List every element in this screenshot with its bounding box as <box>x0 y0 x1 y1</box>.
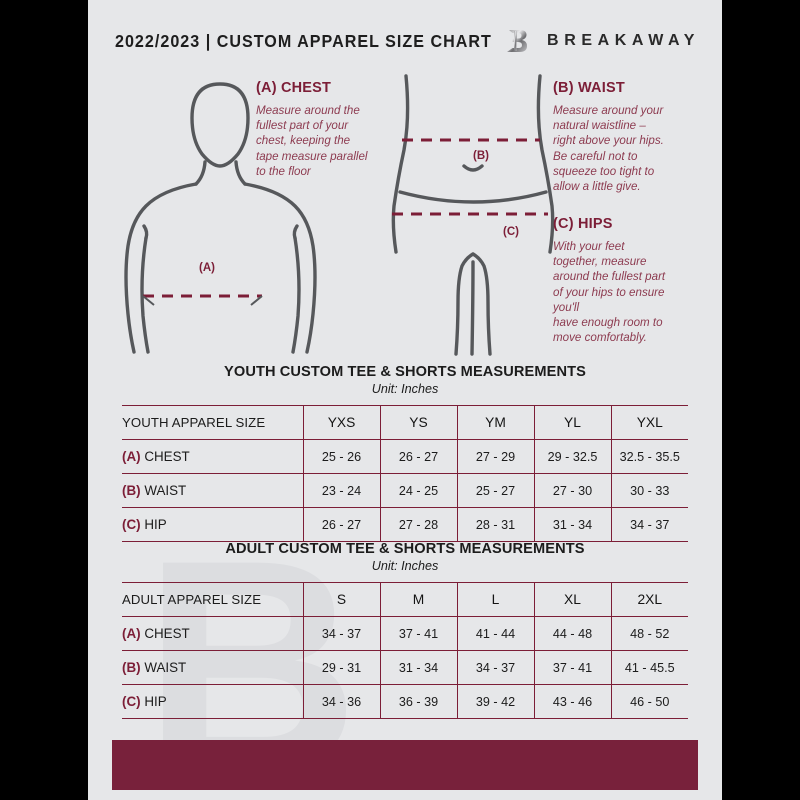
measurement-illustrations: (A) (B) (C) (A) CHEST Measure around the… <box>88 66 722 356</box>
youth-header-label: YOUTH APPAREL SIZE <box>122 405 303 440</box>
adult-row-label-1: (B) WAIST <box>122 650 303 685</box>
youth-row-tag-1: (B) <box>122 483 141 498</box>
youth-cell-2-1: 27 - 28 <box>379 507 457 542</box>
youth-cell-2-2: 28 - 31 <box>456 507 534 542</box>
adult-cell-1-4: 41 - 45.5 <box>610 650 688 685</box>
youth-cell-2-0: 26 - 27 <box>302 507 380 542</box>
adult-cell-1-0: 29 - 31 <box>302 650 380 685</box>
adult-row-label-2: (C) HIP <box>122 684 303 719</box>
youth-size-header-2: YM <box>456 405 534 440</box>
adult-cell-1-3: 37 - 41 <box>533 650 611 685</box>
callout-chest-body: Measure around the fullest part of your … <box>256 104 368 178</box>
adult-row-name-2: HIP <box>144 694 167 709</box>
chest-marker-label: (A) <box>199 262 215 274</box>
callout-waist-title: (B) WAIST <box>553 80 625 96</box>
adult-size-header-3: XL <box>533 582 611 617</box>
lower-body-figure-illustration <box>391 74 555 356</box>
adult-cell-0-3: 44 - 48 <box>533 616 611 651</box>
callout-hips-body: With your feet together, measure around … <box>553 240 666 345</box>
adult-size-header-4: 2XL <box>610 582 688 617</box>
table-row: (A) CHEST 25 - 26 26 - 27 27 - 29 29 - 3… <box>122 439 688 474</box>
youth-row-label-0: (A) CHEST <box>122 439 303 474</box>
table-row: (B) WAIST 23 - 24 24 - 25 25 - 27 27 - 3… <box>122 473 688 508</box>
adult-size-header-2: L <box>456 582 534 617</box>
youth-size-header-3: YL <box>533 405 611 440</box>
callout-hips: (C) HIPS With your feet together, measur… <box>553 216 703 345</box>
youth-cell-1-0: 23 - 24 <box>302 473 380 508</box>
hips-marker-label: (C) <box>503 226 519 238</box>
youth-cell-2-4: 34 - 37 <box>610 507 688 542</box>
brand-lockup: BREAKAWAY <box>503 26 700 56</box>
youth-cell-0-1: 26 - 27 <box>379 439 457 474</box>
youth-table-unit: Unit: Inches <box>371 382 439 396</box>
youth-cell-0-0: 25 - 26 <box>302 439 380 474</box>
youth-cell-1-3: 27 - 30 <box>533 473 611 508</box>
adult-row-label-0: (A) CHEST <box>122 616 303 651</box>
adult-cell-2-2: 39 - 42 <box>456 684 534 719</box>
youth-cell-0-3: 29 - 32.5 <box>533 439 611 474</box>
table-row: (B) WAIST 29 - 31 31 - 34 34 - 37 37 - 4… <box>122 650 688 685</box>
adult-cell-0-1: 37 - 41 <box>379 616 457 651</box>
adult-cell-2-3: 43 - 46 <box>533 684 611 719</box>
youth-cell-1-1: 24 - 25 <box>379 473 457 508</box>
adult-cell-2-1: 36 - 39 <box>379 684 457 719</box>
adult-size-table: ADULT APPAREL SIZE S M L XL 2XL (A) CHES… <box>122 582 688 719</box>
adult-table-unit: Unit: Inches <box>371 559 439 573</box>
adult-table-header-row: ADULT APPAREL SIZE S M L XL 2XL <box>122 582 688 617</box>
adult-size-header-1: M <box>379 582 457 617</box>
adult-size-header-0: S <box>302 582 380 617</box>
youth-row-name-0: CHEST <box>144 449 190 464</box>
table-row: (C) HIP 34 - 36 36 - 39 39 - 42 43 - 46 … <box>122 684 688 719</box>
callout-chest: (A) CHEST Measure around the fullest par… <box>256 80 396 179</box>
adult-cell-1-1: 31 - 34 <box>379 650 457 685</box>
footer-accent-bar <box>112 740 698 790</box>
youth-row-name-2: HIP <box>144 517 167 532</box>
youth-row-label-1: (B) WAIST <box>122 473 303 508</box>
adult-cell-2-0: 34 - 36 <box>302 684 380 719</box>
callout-waist-body: Measure around your natural waistline – … <box>553 104 664 194</box>
youth-size-header-4: YXL <box>610 405 688 440</box>
youth-row-tag-2: (C) <box>122 517 141 532</box>
youth-row-name-1: WAIST <box>144 483 187 498</box>
youth-measurements-section: YOUTH CUSTOM TEE & SHORTS MEASUREMENTS U… <box>88 364 722 542</box>
youth-cell-1-4: 30 - 33 <box>610 473 688 508</box>
youth-table-title: YOUTH CUSTOM TEE & SHORTS MEASUREMENTS <box>224 364 586 380</box>
adult-cell-0-0: 34 - 37 <box>302 616 380 651</box>
waist-marker-label: (B) <box>473 150 489 162</box>
youth-cell-2-3: 31 - 34 <box>533 507 611 542</box>
youth-size-header-1: YS <box>379 405 457 440</box>
adult-measurements-section: ADULT CUSTOM TEE & SHORTS MEASUREMENTS U… <box>88 541 722 719</box>
brand-name: BREAKAWAY <box>547 32 700 49</box>
torso-figure-illustration <box>124 82 317 354</box>
adult-row-tag-2: (C) <box>122 694 141 709</box>
adult-row-name-0: CHEST <box>144 626 190 641</box>
youth-cell-1-2: 25 - 27 <box>456 473 534 508</box>
youth-table-header-row: YOUTH APPAREL SIZE YXS YS YM YL YXL <box>122 405 688 440</box>
youth-row-tag-0: (A) <box>122 449 141 464</box>
table-row: (A) CHEST 34 - 37 37 - 41 41 - 44 44 - 4… <box>122 616 688 651</box>
adult-cell-0-2: 41 - 44 <box>456 616 534 651</box>
callout-hips-title: (C) HIPS <box>553 216 613 232</box>
callout-chest-title: (A) CHEST <box>256 80 332 96</box>
adult-cell-2-4: 46 - 50 <box>610 684 688 719</box>
youth-size-table: YOUTH APPAREL SIZE YXS YS YM YL YXL (A) … <box>122 405 688 542</box>
size-chart-page: B 2022/2023 | CUSTOM APPAREL SIZE CHART … <box>88 0 722 800</box>
youth-size-header-0: YXS <box>302 405 380 440</box>
table-row: (C) HIP 26 - 27 27 - 28 28 - 31 31 - 34 … <box>122 507 688 542</box>
adult-row-name-1: WAIST <box>144 660 187 675</box>
page-header: 2022/2023 | CUSTOM APPAREL SIZE CHART BR… <box>88 0 722 70</box>
youth-cell-0-4: 32.5 - 35.5 <box>610 439 688 474</box>
adult-cell-1-2: 34 - 37 <box>456 650 534 685</box>
youth-row-label-2: (C) HIP <box>122 507 303 542</box>
youth-cell-0-2: 27 - 29 <box>456 439 534 474</box>
callout-waist: (B) WAIST Measure around your natural wa… <box>553 80 703 194</box>
adult-header-label: ADULT APPAREL SIZE <box>122 582 303 617</box>
breakaway-b-monogram-icon <box>507 30 528 52</box>
adult-table-title: ADULT CUSTOM TEE & SHORTS MEASUREMENTS <box>225 541 585 557</box>
adult-row-tag-0: (A) <box>122 626 141 641</box>
adult-row-tag-1: (B) <box>122 660 141 675</box>
page-title: 2022/2023 | CUSTOM APPAREL SIZE CHART <box>115 31 492 51</box>
adult-cell-0-4: 48 - 52 <box>610 616 688 651</box>
